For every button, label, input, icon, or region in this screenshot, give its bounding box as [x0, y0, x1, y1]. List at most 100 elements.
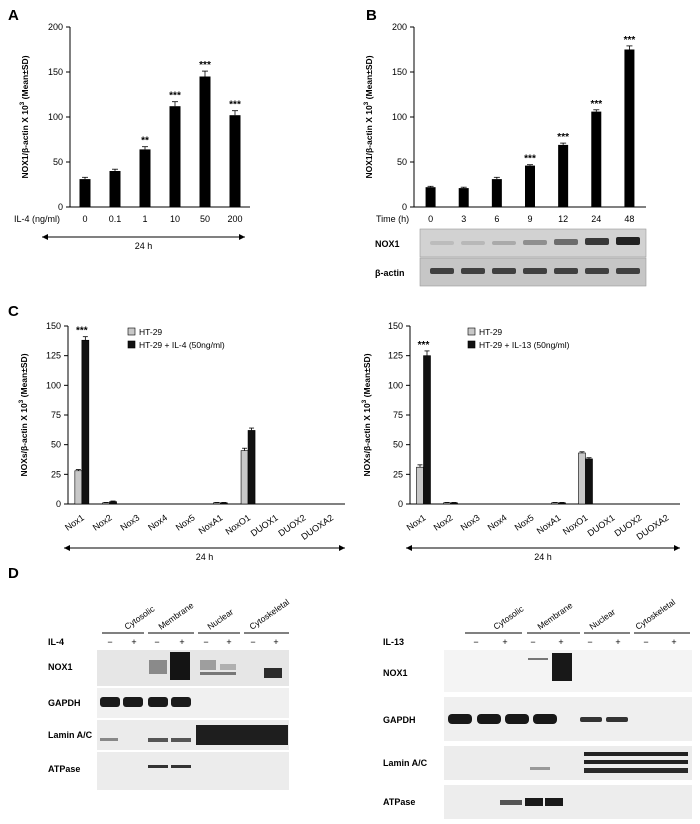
blot-d-left-label-nox1: NOX1: [48, 662, 73, 672]
blot-band: [533, 714, 557, 724]
y-axis-label: NOX1/β-actin X 103 (Mean±SD): [19, 55, 30, 178]
blot-b-label-nox1: NOX1: [375, 239, 400, 249]
blot-band: [171, 765, 191, 768]
bar: [585, 458, 593, 505]
treatment-label-il13: IL-13: [383, 637, 404, 647]
x-tick-label: 6: [494, 214, 499, 224]
x-tick-label: 200: [227, 214, 242, 224]
blot-band: [171, 697, 191, 707]
fraction-label-cytoskeletal: Cytoskeletal: [633, 597, 677, 632]
blot-band: [606, 717, 628, 722]
x-tick-label: 1: [142, 214, 147, 224]
bar: [558, 144, 569, 207]
x-tick-label: NoxA1: [197, 512, 225, 536]
duration-label: 24 h: [196, 552, 214, 562]
blot-d-left-nox1-membrane: [97, 650, 289, 686]
blot-d-right-label-lamin: Lamin A/C: [383, 758, 428, 768]
lane-sign-minus: −: [107, 637, 112, 647]
blot-band: [100, 738, 118, 741]
blot-b-nox1-band: [461, 241, 485, 245]
bar: [102, 502, 110, 505]
significance-label: ***: [418, 340, 430, 351]
fraction-label-cytosolic: Cytosolic: [491, 603, 526, 631]
lane-sign-minus: −: [587, 637, 592, 647]
blot-band: [448, 714, 472, 724]
fraction-label-membrane: Membrane: [535, 600, 574, 632]
x-tick-label: Nox4: [486, 512, 509, 532]
blot-band: [123, 697, 143, 707]
bar: [491, 179, 502, 207]
x-axis-title: IL-4 (ng/ml): [14, 214, 60, 224]
x-tick-label: DUOX1: [586, 512, 617, 538]
lane-sign-plus: +: [273, 637, 278, 647]
blot-band: [200, 660, 216, 670]
legend-label: HT-29 + IL-13 (50ng/ml): [479, 340, 570, 350]
y-tick-label: 25: [393, 469, 403, 479]
y-tick-label: 50: [393, 440, 403, 450]
bar: [423, 355, 431, 505]
significance-label: ***: [590, 99, 602, 110]
panel-label-a: A: [8, 7, 19, 24]
blot-d-left: Cytosolic Membrane Nuclear Cytoskeletal …: [48, 597, 291, 790]
duration-label: 24 h: [534, 552, 552, 562]
x-tick-label: NoxA1: [535, 512, 563, 536]
blot-band: [196, 725, 288, 745]
lane-sign-plus: +: [671, 637, 676, 647]
blot-band: [264, 668, 282, 678]
lane-sign-minus: −: [530, 637, 535, 647]
y-tick-label: 100: [392, 112, 407, 122]
blot-b-nox1-band: [523, 240, 547, 245]
blot-band: [149, 660, 167, 674]
x-tick-label: Nox4: [146, 512, 169, 532]
blot-band: [545, 798, 563, 806]
blot-b-actin-band: [430, 268, 454, 274]
significance-label: ***: [169, 91, 181, 102]
y-tick-label: 200: [48, 22, 63, 32]
fraction-label-nuclear: Nuclear: [587, 607, 617, 632]
bar: [425, 187, 436, 207]
y-tick-label: 50: [51, 440, 61, 450]
lane-sign-plus: +: [558, 637, 563, 647]
y-tick-label: 0: [58, 202, 63, 212]
y-tick-label: 0: [402, 202, 407, 212]
y-tick-label: 150: [48, 67, 63, 77]
blot-band: [500, 800, 522, 805]
x-tick-label: Nox5: [174, 512, 197, 532]
blot-b-actin-band: [492, 268, 516, 274]
blot-d-right-label-gapdh: GAPDH: [383, 715, 416, 725]
significance-label: ***: [76, 326, 88, 337]
lane-sign-plus: +: [615, 637, 620, 647]
blot-band: [525, 798, 543, 806]
significance-label: ***: [229, 100, 241, 111]
significance-label: **: [141, 136, 149, 147]
blot-band: [505, 714, 529, 724]
lane-sign-plus: +: [179, 637, 184, 647]
x-tick-label: 0: [428, 214, 433, 224]
bar: [624, 49, 635, 207]
blot-b: NOX1 β-actin: [375, 228, 647, 287]
blot-band: [148, 738, 168, 742]
chart-c-left: 0 25 50 75 100 125 150 NOXs/β-actin X 103 (Mean…: [18, 321, 345, 562]
x-tick-label: Nox1: [63, 512, 86, 532]
panel-label-d: D: [8, 565, 19, 582]
x-tick-label: DUOX1: [249, 512, 280, 538]
blot-band: [584, 752, 688, 756]
lane-sign-plus: +: [502, 637, 507, 647]
y-tick-label: 100: [48, 112, 63, 122]
blot-b-actin-band: [616, 268, 640, 274]
x-tick-label: NoxO1: [561, 512, 590, 536]
legend-swatch: [127, 327, 136, 336]
x-tick-label: Nox3: [459, 512, 482, 532]
panel-label-b: B: [366, 7, 377, 24]
blot-b-label-actin: β-actin: [375, 268, 405, 278]
bar: [109, 171, 121, 207]
bar: [81, 339, 90, 505]
y-axis-label: NOXs/β-actin X 103 (Mean±SD): [361, 353, 372, 476]
y-tick-label: 150: [388, 321, 403, 331]
bar: [416, 466, 424, 505]
blot-b-nox1-band: [430, 241, 454, 245]
y-tick-label: 25: [51, 469, 61, 479]
y-tick-label: 125: [388, 351, 403, 361]
